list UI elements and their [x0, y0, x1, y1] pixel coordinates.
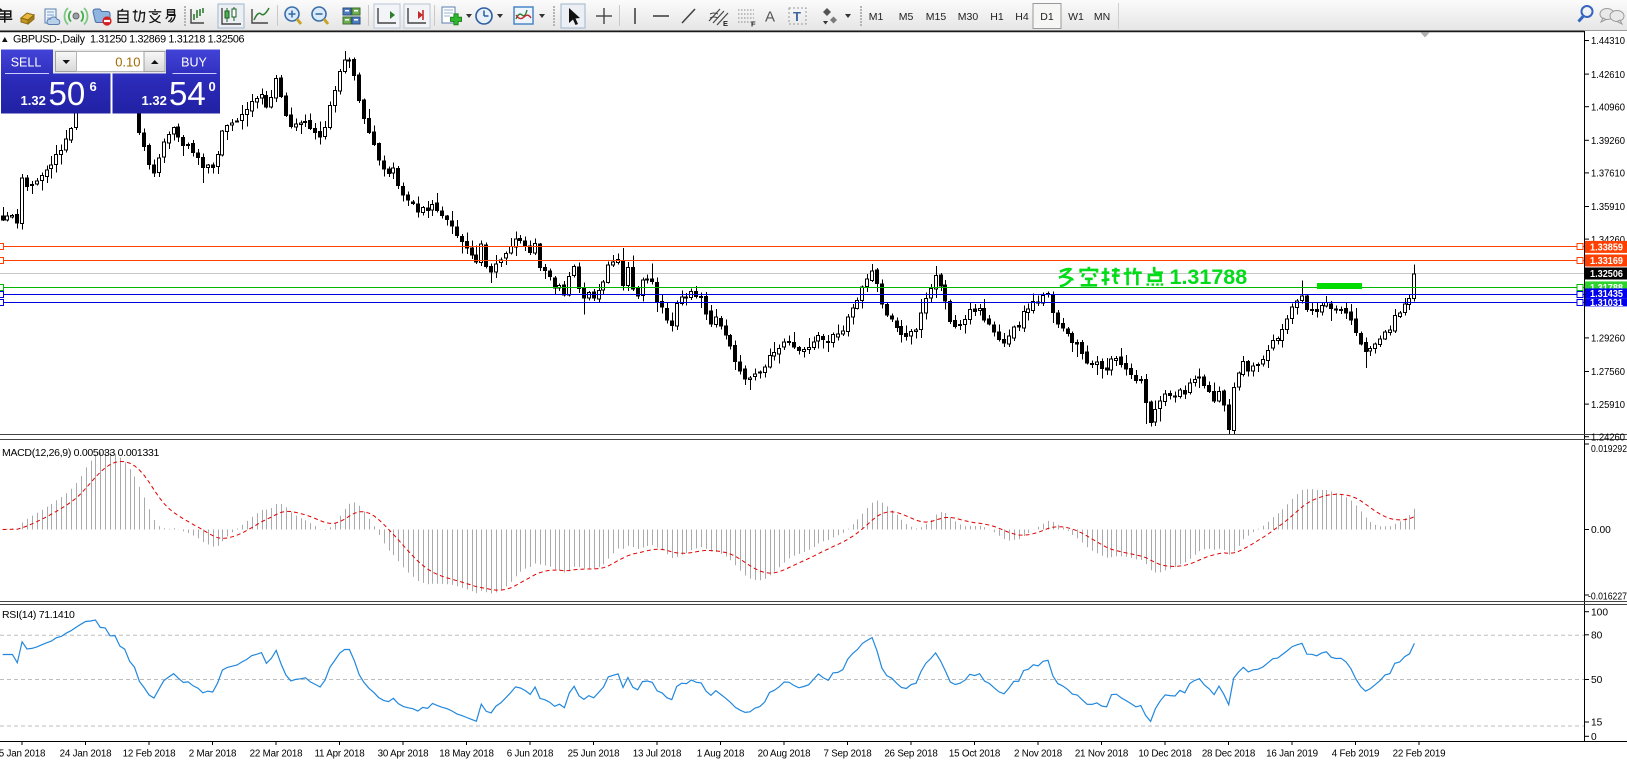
svg-text:7 Sep 2018: 7 Sep 2018	[823, 749, 872, 760]
svg-text:MN: MN	[1094, 11, 1110, 23]
svg-text:50: 50	[49, 75, 86, 112]
svg-text:1.42610: 1.42610	[1591, 70, 1625, 81]
svg-text:1.40960: 1.40960	[1591, 102, 1625, 113]
svg-text:1.39260: 1.39260	[1591, 136, 1625, 147]
svg-text:18 May 2018: 18 May 2018	[439, 749, 494, 760]
svg-text:1.33859: 1.33859	[1590, 243, 1623, 254]
svg-text:1.27560: 1.27560	[1591, 367, 1625, 378]
svg-text:54: 54	[169, 75, 206, 112]
svg-text:4 Feb 2019: 4 Feb 2019	[1332, 749, 1380, 760]
svg-text:1.32506: 1.32506	[1590, 269, 1623, 280]
svg-text:F: F	[751, 20, 756, 29]
svg-text:1.34260: 1.34260	[1591, 235, 1625, 246]
svg-text:0.019292: 0.019292	[1591, 444, 1627, 455]
svg-text:1.31031: 1.31031	[1590, 298, 1623, 309]
svg-text:5 Jan 2018: 5 Jan 2018	[0, 749, 46, 760]
svg-text:0: 0	[1591, 732, 1597, 743]
svg-text:1 Aug 2018: 1 Aug 2018	[697, 749, 745, 760]
svg-text:0: 0	[209, 79, 216, 94]
svg-text:21 Nov 2018: 21 Nov 2018	[1075, 749, 1129, 760]
svg-text:1.32: 1.32	[142, 93, 167, 108]
svg-text:10 Dec 2018: 10 Dec 2018	[1138, 749, 1192, 760]
svg-text:20 Aug 2018: 20 Aug 2018	[758, 749, 812, 760]
svg-text:12 Feb 2018: 12 Feb 2018	[123, 749, 177, 760]
svg-text:1.37610: 1.37610	[1591, 169, 1625, 180]
svg-text:M30: M30	[958, 11, 979, 23]
svg-text:6 Jun 2018: 6 Jun 2018	[507, 749, 554, 760]
svg-text:15: 15	[1591, 718, 1603, 729]
svg-text:22 Feb 2019: 22 Feb 2019	[1393, 749, 1446, 760]
svg-text:30 Apr 2018: 30 Apr 2018	[378, 749, 429, 760]
svg-text:28 Dec 2018: 28 Dec 2018	[1202, 749, 1256, 760]
svg-text:1.24260: 1.24260	[1591, 432, 1625, 443]
svg-text:1.33169: 1.33169	[1590, 256, 1623, 267]
svg-text:1.31788: 1.31788	[1170, 265, 1248, 289]
svg-text:1.31435: 1.31435	[1590, 289, 1623, 300]
svg-text:RSI(14) 71.1410: RSI(14) 71.1410	[2, 609, 75, 621]
svg-text:1.35910: 1.35910	[1591, 202, 1625, 213]
svg-text:SELL: SELL	[11, 56, 42, 70]
svg-text:80: 80	[1591, 631, 1603, 642]
svg-text:1.44310: 1.44310	[1591, 36, 1625, 47]
svg-text:BUY: BUY	[181, 56, 207, 70]
svg-text:16 Jan 2019: 16 Jan 2019	[1266, 749, 1318, 760]
svg-text:13 Jul 2018: 13 Jul 2018	[633, 749, 682, 760]
svg-text:24 Jan 2018: 24 Jan 2018	[60, 749, 112, 760]
svg-text:E: E	[723, 19, 728, 28]
svg-text:6: 6	[90, 79, 97, 94]
svg-text:25 Jun 2018: 25 Jun 2018	[568, 749, 620, 760]
svg-text:M1: M1	[869, 11, 884, 23]
svg-text:1.25910: 1.25910	[1591, 400, 1625, 411]
svg-text:MACD(12,26,9) 0.005033 0.00133: MACD(12,26,9) 0.005033 0.001331	[2, 447, 160, 459]
svg-text:A: A	[765, 9, 775, 26]
svg-text:2 Nov 2018: 2 Nov 2018	[1014, 749, 1063, 760]
svg-text:GBPUSD-,Daily 1.31250 1.32869: GBPUSD-,Daily 1.31250 1.32869 1.31218 1.…	[13, 34, 245, 46]
svg-text:D1: D1	[1040, 11, 1054, 23]
svg-text:1.29260: 1.29260	[1591, 334, 1625, 345]
svg-text:26 Sep 2018: 26 Sep 2018	[884, 749, 938, 760]
svg-text:50: 50	[1591, 675, 1603, 686]
svg-text:15 Oct 2018: 15 Oct 2018	[949, 749, 1001, 760]
svg-text:W1: W1	[1068, 11, 1084, 23]
svg-text:M5: M5	[899, 11, 914, 23]
svg-text:H4: H4	[1015, 11, 1029, 23]
svg-text:11 Apr 2018: 11 Apr 2018	[315, 749, 366, 760]
svg-text:M15: M15	[926, 11, 947, 23]
svg-text:T: T	[793, 9, 801, 24]
svg-text:22 Mar 2018: 22 Mar 2018	[250, 749, 304, 760]
svg-text:-0.016227: -0.016227	[1588, 592, 1627, 603]
svg-text:0.10: 0.10	[115, 55, 140, 70]
svg-text:2 Mar 2018: 2 Mar 2018	[189, 749, 237, 760]
svg-text:H1: H1	[990, 11, 1004, 23]
svg-text:0.00: 0.00	[1591, 525, 1611, 536]
svg-text:100: 100	[1591, 607, 1608, 618]
svg-text:1.32: 1.32	[21, 93, 46, 108]
